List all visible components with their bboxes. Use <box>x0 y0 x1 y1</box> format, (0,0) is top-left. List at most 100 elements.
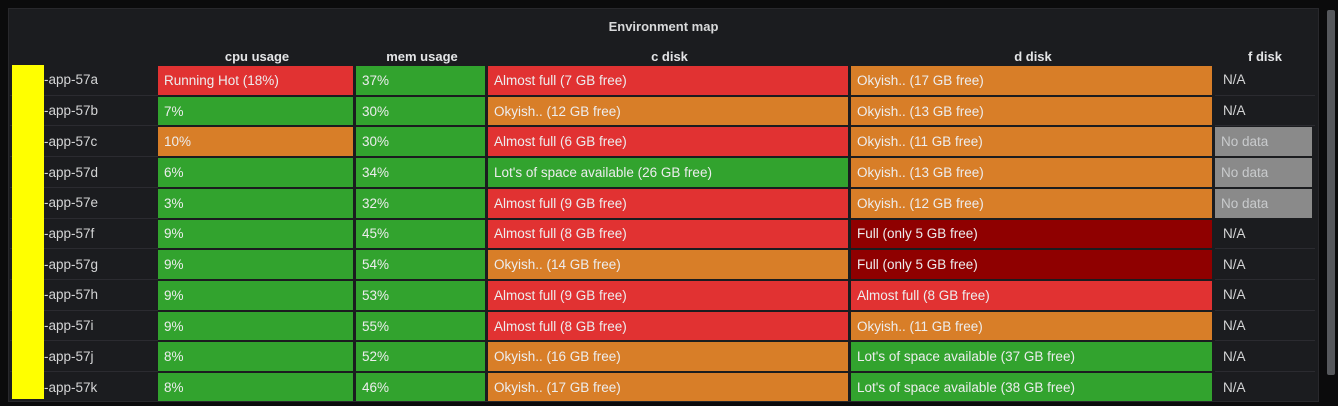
panel-title[interactable]: Environment map <box>608 19 719 34</box>
cell-fdisk: No data <box>1215 157 1315 188</box>
column-header-mem[interactable]: mem usage <box>386 48 458 64</box>
cell-value-green: 9% <box>158 219 353 249</box>
cell-value-dark_red: Full (only 5 GB free) <box>851 250 1212 280</box>
cell-value-red: Almost full (9 GB free) <box>488 188 848 218</box>
table-row: -app-57f 9% 45% Almost full (8 GB free) Full… <box>10 219 1315 250</box>
cell-value-dark_red: Full (only 5 GB free) <box>851 219 1212 249</box>
table-row: -app-57d 6% 34% Lot's of space available (2… <box>10 157 1315 188</box>
cell-host: -app-57d <box>10 157 158 188</box>
cell-fdisk: N/A <box>1215 280 1315 311</box>
cell-cdisk: Almost full (8 GB free) <box>488 219 851 250</box>
cell-value-green: 45% <box>356 219 485 249</box>
cell-value-red: Almost full (8 GB free) <box>488 219 848 249</box>
cell-host: -app-57b <box>10 96 158 127</box>
cell-mem: 46% <box>356 372 488 401</box>
cell-host: -app-57k <box>10 372 158 401</box>
cell-fdisk: No data <box>1215 126 1315 157</box>
cell-host: -app-57g <box>10 249 158 281</box>
cell-host: -app-57f <box>10 219 158 250</box>
cell-cdisk: Almost full (6 GB free) <box>488 126 851 157</box>
cell-ddisk: Okyish.. (11 GB free) <box>851 311 1215 342</box>
cell-mem: 37% <box>356 65 488 96</box>
cell-mem: 52% <box>356 341 488 372</box>
cell-cpu: 8% <box>158 372 356 401</box>
cell-host: -app-57e <box>10 188 158 219</box>
cell-host: -app-57a <box>10 65 158 96</box>
cell-cdisk: Almost full (9 GB free) <box>488 188 851 219</box>
cell-fdisk: N/A <box>1215 311 1315 342</box>
cell-fdisk: N/A <box>1215 96 1315 127</box>
column-header-fdisk[interactable]: f disk <box>1248 48 1282 64</box>
cell-value-green: 37% <box>356 66 485 95</box>
hostname-redaction-overlay <box>12 65 44 399</box>
cell-fdisk: N/A <box>1215 341 1315 373</box>
cell-value-green: Lot's of space available (38 GB free) <box>851 373 1212 401</box>
cell-mem: 30% <box>356 96 488 127</box>
cell-value-green: 9% <box>158 250 353 280</box>
table-row: -app-57c 10% 30% Almost full (6 GB free) Oky… <box>10 126 1315 158</box>
cell-value-red: Almost full (7 GB free) <box>488 66 848 95</box>
cell-cdisk: Okyish.. (16 GB free) <box>488 341 851 372</box>
cell-cpu: 9% <box>158 280 356 311</box>
header-row: cpu usage mem usage c disk d disk f disk <box>10 45 1315 67</box>
cell-fdisk: N/A <box>1215 219 1315 250</box>
cell-cpu: 10% <box>158 126 356 157</box>
cell-fdisk: N/A <box>1215 249 1315 281</box>
cell-ddisk: Okyish.. (11 GB free) <box>851 126 1215 157</box>
cell-ddisk: Lot's of space available (37 GB free) <box>851 341 1215 372</box>
cell-value-gray: No data <box>1215 188 1312 218</box>
cell-value-orange: Okyish.. (16 GB free) <box>488 342 848 372</box>
cell-value-green: 8% <box>158 342 353 372</box>
cell-cdisk: Lot's of space available (26 GB free) <box>488 157 851 188</box>
cell-value-green: 32% <box>356 188 485 218</box>
column-header-ddisk[interactable]: d disk <box>1014 48 1052 64</box>
cell-cpu: 9% <box>158 249 356 280</box>
cell-cpu: 8% <box>158 341 356 372</box>
cell-cdisk: Okyish.. (12 GB free) <box>488 96 851 127</box>
cell-cdisk: Okyish.. (17 GB free) <box>488 372 851 401</box>
cell-value-red: Running Hot (18%) <box>158 66 353 95</box>
table-row: -app-57a Running Hot (18%) 37% Almost full … <box>10 65 1315 96</box>
cell-value-orange: Okyish.. (13 GB free) <box>851 96 1212 126</box>
cell-fdisk: N/A <box>1215 372 1315 401</box>
cell-host: -app-57c <box>10 126 158 158</box>
cell-cpu: Running Hot (18%) <box>158 65 356 96</box>
cell-value-orange: Okyish.. (17 GB free) <box>851 66 1212 95</box>
cell-value-green: 53% <box>356 281 485 310</box>
cell-value-gray: No data <box>1215 127 1312 157</box>
cell-value-gray: No data <box>1215 158 1312 187</box>
cell-ddisk: Okyish.. (12 GB free) <box>851 188 1215 219</box>
cell-value-green: 9% <box>158 281 353 310</box>
vertical-scrollbar[interactable] <box>1327 10 1335 375</box>
cell-fdisk: No data <box>1215 188 1315 219</box>
column-header-cpu[interactable]: cpu usage <box>224 48 290 64</box>
cell-cdisk: Almost full (9 GB free) <box>488 280 851 311</box>
cell-cdisk: Almost full (8 GB free) <box>488 311 851 342</box>
cell-value-green: 46% <box>356 373 485 401</box>
cell-value-green: Lot's of space available (37 GB free) <box>851 342 1212 372</box>
cell-ddisk: Lot's of space available (38 GB free) <box>851 372 1215 401</box>
cell-value-orange: Okyish.. (11 GB free) <box>851 311 1212 341</box>
cell-value-green: 30% <box>356 127 485 157</box>
cell-value-orange: Okyish.. (12 GB free) <box>488 96 848 126</box>
table-row: -app-57e 3% 32% Almost full (9 GB free) Okyi… <box>10 188 1315 219</box>
cell-fdisk: N/A <box>1215 65 1315 96</box>
cell-value-green: 9% <box>158 311 353 341</box>
cell-value-orange: Okyish.. (13 GB free) <box>851 158 1212 187</box>
column-header-cdisk[interactable]: c disk <box>651 48 688 64</box>
cell-value-green: 7% <box>158 96 353 126</box>
table-row: -app-57g 9% 54% Okyish.. (14 GB free) Full (… <box>10 249 1315 281</box>
cell-value-orange: Okyish.. (11 GB free) <box>851 127 1212 157</box>
cell-value-green: 54% <box>356 250 485 280</box>
cell-value-green: 34% <box>356 158 485 187</box>
cell-mem: 32% <box>356 188 488 219</box>
cell-value-green: 30% <box>356 96 485 126</box>
cell-value-red: Almost full (9 GB free) <box>488 281 848 310</box>
cell-ddisk: Full (only 5 GB free) <box>851 219 1215 250</box>
cell-value-orange: Okyish.. (17 GB free) <box>488 373 848 401</box>
cell-ddisk: Okyish.. (13 GB free) <box>851 96 1215 127</box>
cell-ddisk: Full (only 5 GB free) <box>851 249 1215 280</box>
cell-cpu: 7% <box>158 96 356 127</box>
cell-value-green: 52% <box>356 342 485 372</box>
table-body: -app-57a Running Hot (18%) 37% Almost full … <box>10 65 1315 401</box>
